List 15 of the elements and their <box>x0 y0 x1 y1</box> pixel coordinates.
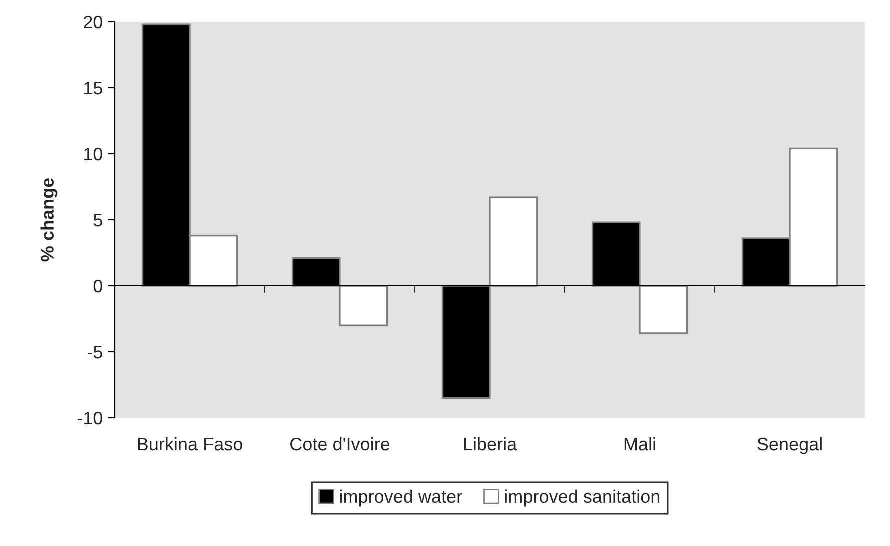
y-axis-title: % change <box>40 178 58 262</box>
x-tick-label: Cote d'Ivoire <box>290 437 390 451</box>
y-tick-label: 15 <box>84 82 102 95</box>
legend-label: improved sanitation <box>505 490 660 507</box>
y-tick-label: 10 <box>84 148 102 161</box>
legend-label: improved water <box>340 490 462 507</box>
x-tick-label: Senegal <box>758 437 822 454</box>
x-tick-label: Liberia <box>464 437 518 451</box>
y-tick-label: 20 <box>84 16 102 29</box>
x-tick-label: Mali <box>624 437 656 451</box>
y-tick-label: -5 <box>88 346 102 359</box>
y-tick-label: 5 <box>94 214 102 227</box>
y-tick-label: -10 <box>78 412 102 425</box>
x-tick-label: Burkina Faso <box>138 437 242 451</box>
y-tick-label: 0 <box>94 280 102 293</box>
